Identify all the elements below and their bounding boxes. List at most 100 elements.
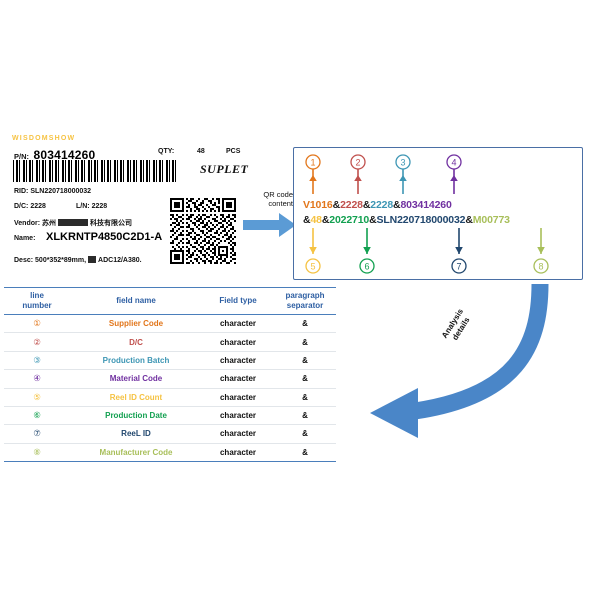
qr-content-callout: QR code content: [247, 190, 293, 208]
marker-8-arrow-icon: 8: [533, 228, 549, 274]
row-field-name: D/C: [70, 332, 202, 352]
marker-4-arrow-icon: 4: [446, 154, 462, 194]
row-number: ⑧: [4, 443, 70, 463]
analysis-flow-arrow: [340, 278, 590, 448]
decode-seg-6: 2022710: [329, 213, 370, 226]
decode-seg-3: 2228: [370, 199, 394, 211]
part-number-value: 803414260: [33, 148, 96, 162]
svg-text:7: 7: [456, 262, 461, 272]
part-number-row: P/N: 803414260: [14, 146, 95, 164]
vendor-label: Vendor:: [14, 220, 41, 227]
svg-text:6: 6: [364, 262, 369, 272]
field-definition-table: line number field name Field type paragr…: [4, 287, 336, 463]
row-separator: &: [274, 443, 336, 463]
table-row: ⑧ Manufacturer Code character &: [4, 443, 336, 463]
row-field-type: character: [202, 351, 274, 371]
barcode-image: [13, 160, 179, 182]
desc-value: 500*352*89mm,: [35, 257, 87, 264]
row-number: ⑦: [4, 424, 70, 444]
row-separator: &: [274, 314, 336, 334]
decode-annotation-arrows: 1 2 3 4: [305, 154, 549, 274]
row-field-type: character: [202, 388, 274, 407]
vendor-suffix: 科技有限公司: [90, 219, 133, 227]
row-number: ②: [4, 332, 70, 352]
row-field-name: Material Code: [70, 369, 202, 389]
table-row: ④ Material Code character &: [4, 369, 336, 389]
vendor-prefix: 苏州: [42, 219, 57, 227]
svg-text:2: 2: [355, 158, 360, 168]
decode-sep-1: &: [332, 199, 341, 211]
svg-text:5: 5: [310, 262, 315, 272]
row-field-type: character: [202, 443, 274, 463]
table-row: ⑥ Production Date character &: [4, 406, 336, 426]
qr-callout-line2: content: [268, 199, 293, 208]
svg-text:4: 4: [451, 158, 456, 168]
ln-label: L/N:: [76, 203, 90, 210]
row-number: ①: [4, 314, 70, 334]
col-header-separator: paragraph separator: [274, 288, 336, 315]
row-field-name: Manufacturer Code: [70, 443, 202, 463]
row-separator: &: [274, 369, 336, 389]
decode-seg-2: 2228: [340, 199, 363, 211]
decode-sep-3: &: [393, 199, 401, 211]
marker-1-arrow-icon: 1: [305, 154, 321, 194]
marker-6-arrow-icon: 6: [359, 228, 375, 274]
row-field-type: character: [202, 314, 274, 334]
row-field-type: character: [202, 424, 274, 444]
row-number: ③: [4, 351, 70, 371]
row-separator: &: [274, 388, 336, 407]
table-row: ⑦ ReeL ID character &: [4, 424, 336, 444]
col-header-line-number-l2: number: [22, 300, 52, 310]
part-number-label: P/N:: [14, 152, 29, 161]
decode-seg-1: V1016: [303, 199, 333, 211]
row-field-name: Production Batch: [70, 351, 202, 371]
qr-code-image: [170, 198, 236, 264]
qty-value: 48: [197, 148, 205, 155]
desc-redaction-block: [88, 256, 97, 263]
table-header-row: line number field name Field type paragr…: [4, 287, 336, 315]
desc-row: Desc: 500*352*89mm, ADC12/A380.: [14, 256, 142, 264]
vendor-row: Vendor: 苏州 科技有限公司: [14, 218, 132, 228]
decode-sep-5: &: [321, 213, 330, 226]
row-separator: &: [274, 332, 336, 352]
vendor-redaction-block: [58, 219, 89, 226]
row-field-name: ReeL ID: [70, 424, 202, 444]
name-value: XLKRNTP4850C2D1-A: [46, 231, 163, 243]
row-number: ⑤: [4, 388, 70, 407]
row-number: ④: [4, 369, 70, 389]
desc-material: ADC12/A380.: [98, 257, 142, 264]
rid-value: SLN220718000032: [30, 188, 92, 195]
brand-logo: WISDOMSHOW: [12, 135, 76, 142]
marker-2-arrow-icon: 2: [350, 154, 366, 194]
svg-text:8: 8: [538, 262, 543, 272]
qr-code-svg: [170, 198, 236, 264]
table-row: ⑤ Reel ID Count character &: [4, 388, 336, 407]
decode-sep-2: &: [362, 199, 371, 211]
row-separator: &: [274, 351, 336, 371]
col-header-field-name: field name: [116, 295, 156, 305]
curved-arrow-icon: [370, 283, 549, 438]
rid-row: RID: SLN220718000032: [14, 188, 91, 195]
decode-seg-8: M00773: [472, 213, 510, 226]
dc-value: 2228: [30, 203, 46, 210]
marker-5-arrow-icon: 5: [305, 228, 321, 274]
table-header: line number field name Field type paragr…: [4, 287, 336, 315]
desc-label: Desc:: [14, 257, 34, 264]
decode-sep-4: &: [303, 213, 311, 226]
row-field-name: Reel ID Count: [70, 388, 202, 407]
ln-value: 2228: [91, 203, 108, 210]
table-row: ① Supplier Code character &: [4, 314, 336, 334]
svg-text:1: 1: [310, 158, 315, 168]
row-field-type: character: [202, 369, 274, 389]
col-header-field-type: Field type: [219, 295, 257, 305]
decode-sep-6: &: [369, 213, 377, 226]
row-field-type: character: [202, 332, 274, 352]
marker-3-arrow-icon: 3: [395, 154, 411, 194]
decoded-qr-string: V1016&2228&2228&803414260 &48&2022710&SLN…: [303, 198, 581, 227]
table-body: ① Supplier Code character & ② D/C charac…: [4, 314, 336, 463]
rid-label: RID:: [14, 188, 29, 195]
decode-seg-5: 48: [310, 213, 322, 226]
col-header-line-number: line number: [4, 288, 70, 315]
pcs-label: PCS: [226, 148, 241, 155]
